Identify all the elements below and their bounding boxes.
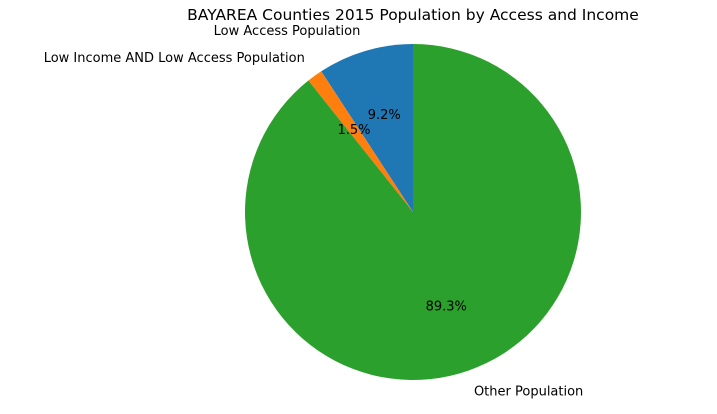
slice-label-3: Other Population xyxy=(474,384,583,399)
slice-label-1: Low Access Population xyxy=(214,24,361,39)
slice-percent-1: 9.2% xyxy=(368,108,401,123)
pie-slices xyxy=(244,44,581,381)
pie-labels: Low Access Population 9.2% Low Income AND … xyxy=(44,24,584,399)
slice-percent-2: 1.5% xyxy=(337,123,370,138)
chart-title: BAYAREA Counties 2015 Population by Acce… xyxy=(187,6,639,24)
slice-label-2: Low Income AND Low Access Population xyxy=(44,51,305,66)
pie-slice-1 xyxy=(321,44,413,212)
slice-percent-3: 89.3% xyxy=(426,300,467,315)
pie-slice-2 xyxy=(308,71,413,212)
pie-slice-3 xyxy=(244,44,581,381)
